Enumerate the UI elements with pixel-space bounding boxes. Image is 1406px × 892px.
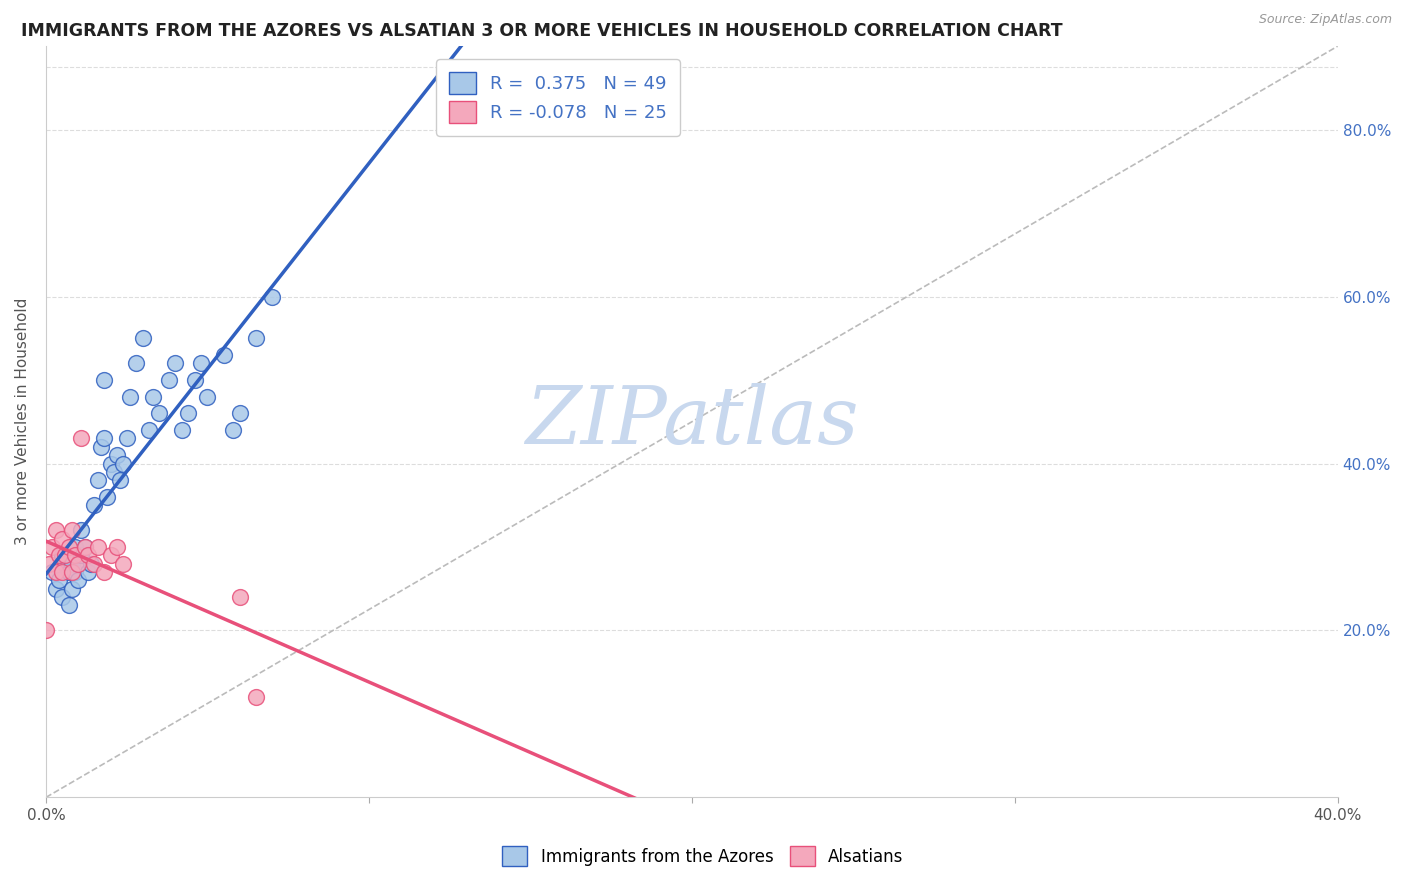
Point xyxy=(112,557,135,571)
Point xyxy=(67,557,90,571)
Point xyxy=(103,465,125,479)
Point xyxy=(45,565,67,579)
Legend: Immigrants from the Azores, Alsatians: Immigrants from the Azores, Alsatians xyxy=(494,838,912,875)
Point xyxy=(77,565,100,579)
Point xyxy=(45,523,67,537)
Point xyxy=(48,549,70,563)
Point xyxy=(53,549,76,563)
Point xyxy=(90,440,112,454)
Point xyxy=(48,574,70,588)
Point xyxy=(73,540,96,554)
Point xyxy=(222,423,245,437)
Point xyxy=(212,348,235,362)
Point xyxy=(157,373,180,387)
Text: Source: ZipAtlas.com: Source: ZipAtlas.com xyxy=(1258,13,1392,27)
Point xyxy=(83,557,105,571)
Point xyxy=(80,557,103,571)
Point xyxy=(45,582,67,596)
Point xyxy=(112,457,135,471)
Point xyxy=(86,473,108,487)
Point xyxy=(63,549,86,563)
Point xyxy=(245,690,267,705)
Point xyxy=(165,356,187,370)
Point xyxy=(51,549,73,563)
Point xyxy=(60,523,83,537)
Point xyxy=(96,490,118,504)
Point xyxy=(77,549,100,563)
Y-axis label: 3 or more Vehicles in Household: 3 or more Vehicles in Household xyxy=(15,298,30,546)
Point xyxy=(51,590,73,604)
Point xyxy=(63,565,86,579)
Point xyxy=(70,523,93,537)
Text: ZIPatlas: ZIPatlas xyxy=(524,383,859,460)
Point xyxy=(100,549,122,563)
Point xyxy=(183,373,205,387)
Point xyxy=(197,390,219,404)
Point xyxy=(86,540,108,554)
Point xyxy=(51,532,73,546)
Point xyxy=(190,356,212,370)
Point xyxy=(100,457,122,471)
Point xyxy=(58,599,80,613)
Point xyxy=(105,540,128,554)
Point xyxy=(110,473,132,487)
Point xyxy=(67,557,90,571)
Point xyxy=(132,331,155,345)
Point xyxy=(245,331,267,345)
Point xyxy=(53,557,76,571)
Point xyxy=(148,407,170,421)
Point xyxy=(138,423,160,437)
Point xyxy=(93,432,115,446)
Point xyxy=(125,356,148,370)
Point xyxy=(115,432,138,446)
Text: IMMIGRANTS FROM THE AZORES VS ALSATIAN 3 OR MORE VEHICLES IN HOUSEHOLD CORRELATI: IMMIGRANTS FROM THE AZORES VS ALSATIAN 3… xyxy=(21,22,1063,40)
Point xyxy=(63,540,86,554)
Point xyxy=(228,590,250,604)
Point xyxy=(51,565,73,579)
Point xyxy=(170,423,193,437)
Point xyxy=(260,290,283,304)
Point xyxy=(228,407,250,421)
Point xyxy=(70,549,93,563)
Point xyxy=(67,574,90,588)
Point xyxy=(141,390,163,404)
Point xyxy=(38,557,60,571)
Point xyxy=(58,565,80,579)
Point xyxy=(118,390,141,404)
Point xyxy=(177,407,200,421)
Point xyxy=(93,373,115,387)
Point xyxy=(83,498,105,512)
Legend: R =  0.375   N = 49, R = -0.078   N = 25: R = 0.375 N = 49, R = -0.078 N = 25 xyxy=(436,59,679,136)
Point xyxy=(73,540,96,554)
Point xyxy=(70,432,93,446)
Point xyxy=(35,624,58,638)
Point xyxy=(93,565,115,579)
Point xyxy=(60,557,83,571)
Point xyxy=(41,565,63,579)
Point xyxy=(60,565,83,579)
Point xyxy=(41,540,63,554)
Point xyxy=(60,582,83,596)
Point xyxy=(58,540,80,554)
Point xyxy=(105,448,128,462)
